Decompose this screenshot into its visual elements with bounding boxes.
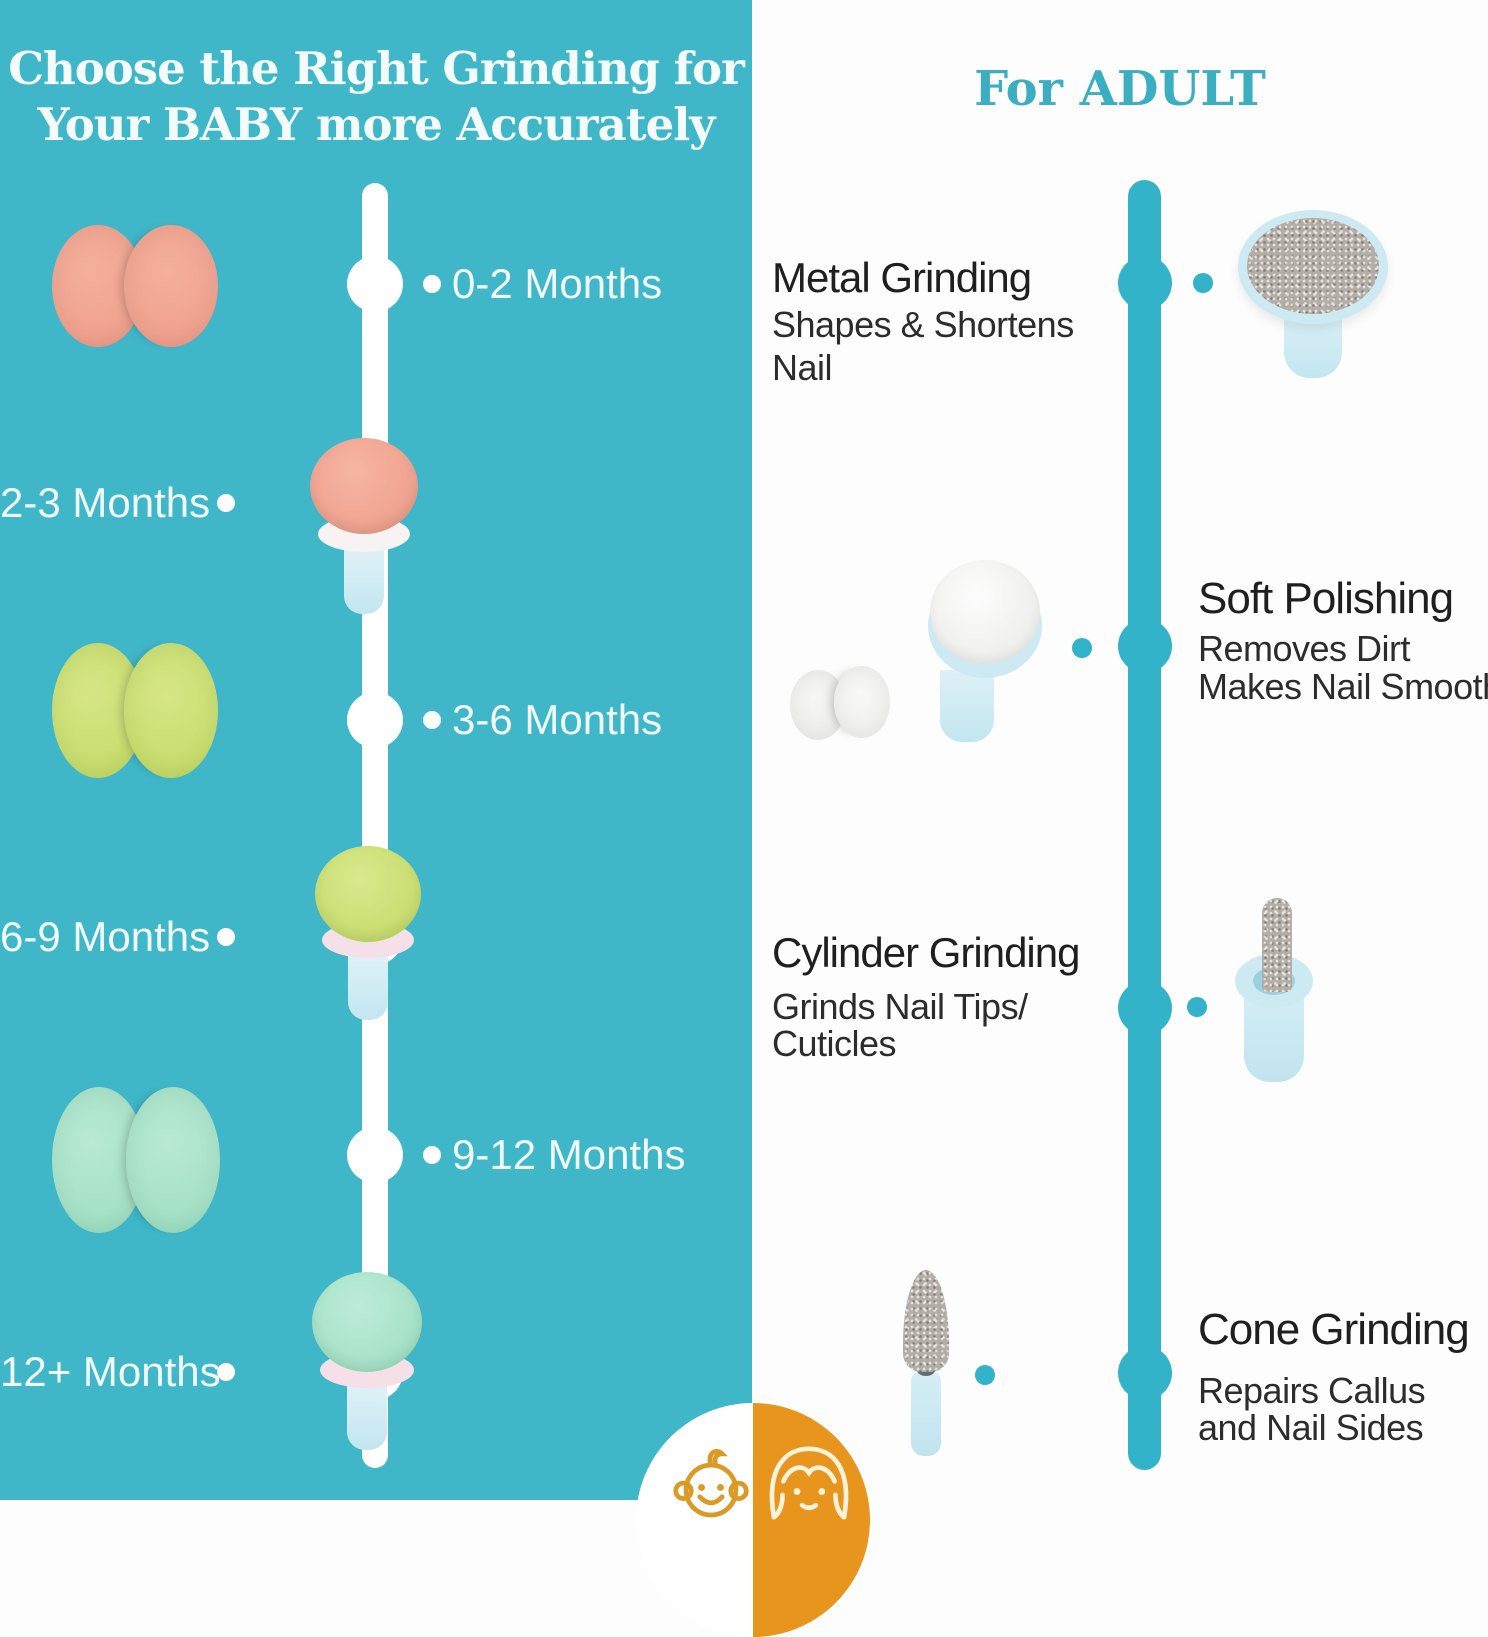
item-desc: Shapes & Shortens — [772, 304, 1074, 345]
green-grinding-head-image — [315, 846, 421, 1022]
item-desc: Grinds Nail Tips/ — [772, 986, 1028, 1027]
item-desc: Removes Dirt — [1198, 628, 1411, 669]
pink-pads-image — [52, 225, 218, 347]
item-desc: Repairs Callus — [1198, 1370, 1426, 1411]
age-label: 6-9 Months — [0, 913, 211, 960]
item-title: Cylinder Grinding — [772, 929, 1080, 976]
metal-grinding-head-image — [1238, 210, 1388, 382]
age-label: 0-2 Months — [452, 260, 663, 307]
age-label: 9-12 Months — [452, 1131, 686, 1178]
soft-polishing-discs-image — [790, 666, 890, 742]
item-desc: Cuticles — [772, 1023, 897, 1064]
green-pads-image — [52, 643, 218, 778]
cone-grinding-bit-image — [900, 1270, 952, 1456]
adult-face-icon — [769, 1446, 849, 1520]
age-label: 2-3 Months — [0, 479, 211, 526]
timeline-node — [1118, 981, 1172, 1035]
baby-title-line1: Choose the Right Grinding for — [8, 42, 745, 95]
baby-face-icon — [673, 1449, 749, 1518]
bullet-dot — [1187, 997, 1207, 1017]
mint-pads-image — [52, 1087, 220, 1233]
bullet-dot — [1072, 638, 1092, 658]
bullet-dot — [423, 1146, 441, 1164]
baby-title-line2: Your BABY more Accurately — [37, 98, 716, 151]
timeline-node — [1118, 1346, 1172, 1400]
adult-title: For ADULT — [974, 61, 1266, 117]
item-desc: Nail — [772, 347, 833, 388]
timeline-node — [1118, 256, 1172, 310]
adult-timeline — [1128, 180, 1161, 1470]
age-label: 3-6 Months — [452, 696, 663, 743]
bullet-dot — [217, 928, 235, 946]
bullet-dot — [423, 711, 441, 729]
item-title: Soft Polishing — [1198, 574, 1454, 623]
bullet-dot — [975, 1365, 995, 1385]
bullet-dot — [423, 275, 441, 293]
age-label: 12+ Months — [0, 1348, 221, 1395]
soft-polishing-head-image — [926, 560, 1044, 744]
cylinder-grinding-bit-image — [1235, 898, 1313, 1084]
mint-grinding-head-image — [312, 1272, 422, 1452]
item-desc: Makes Nail Smooth — [1198, 666, 1488, 707]
baby-timeline — [362, 183, 388, 1468]
baby-adult-badge — [636, 1403, 870, 1637]
bullet-dot — [217, 494, 235, 512]
pink-grinding-head-image — [310, 438, 418, 616]
timeline-node — [347, 1127, 403, 1183]
item-title: Metal Grinding — [772, 254, 1032, 301]
timeline-node — [1118, 619, 1172, 673]
item-desc: and Nail Sides — [1198, 1407, 1424, 1448]
bullet-dot — [217, 1363, 235, 1381]
timeline-node — [347, 692, 403, 748]
bullet-dot — [1193, 273, 1213, 293]
timeline-node — [347, 256, 403, 312]
item-title: Cone Grinding — [1198, 1305, 1470, 1354]
